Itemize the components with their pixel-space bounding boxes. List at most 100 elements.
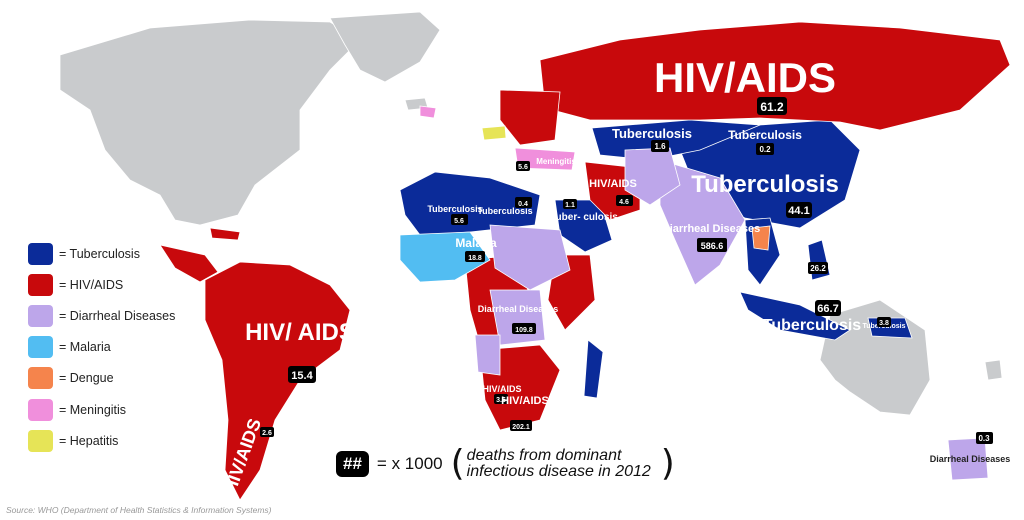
india-label: Diarrheal Diseases	[662, 223, 760, 235]
south-africa-value-box	[510, 420, 532, 431]
meningitis-small-region	[419, 105, 437, 119]
philippines-value-box	[808, 262, 828, 274]
malaria-regions	[399, 231, 491, 283]
pacific-island-region	[947, 437, 989, 481]
russia-value-box	[757, 97, 787, 115]
horn-value: 1.1	[565, 202, 575, 209]
russia-value: 61.2	[760, 100, 784, 114]
diarrheal-regions	[474, 147, 989, 481]
dengue-region	[751, 225, 771, 251]
legend-label: = Meningitis	[59, 402, 127, 417]
congo-label: Diarrheal Diseases	[478, 304, 559, 314]
legend-swatch	[28, 304, 53, 327]
congo-value: 109.8	[515, 327, 533, 334]
mongolia-value-box	[756, 143, 774, 155]
legend-label: = Diarrheal Diseases	[59, 308, 176, 323]
mali-value-box	[465, 251, 485, 262]
legend-swatch	[28, 398, 53, 421]
key-multiplier: = x 1000	[376, 454, 443, 473]
sahel-region	[489, 224, 571, 291]
tuberculosis-regions	[242, 119, 913, 399]
legend-item: = Dengue	[28, 363, 228, 394]
legend-swatch	[28, 336, 53, 359]
russia-label: HIV/AIDS	[654, 54, 836, 101]
south-america-region	[204, 261, 351, 501]
south-africa-value: 202.1	[512, 424, 530, 431]
south-asia-region	[659, 159, 746, 286]
algeria-value: 5.6	[454, 218, 464, 225]
central-america-region	[159, 244, 219, 283]
brazil-label: HIV/ AIDS	[245, 319, 355, 346]
mali-label: Malaria	[455, 236, 497, 250]
legend: = Tuberculosis = HIV/AIDS = Diarrheal Dise…	[28, 238, 228, 456]
meningitis-value-box	[516, 161, 530, 171]
philippines-value: 26.2	[810, 264, 826, 273]
meningitis-label: Meningitis	[536, 157, 576, 166]
central-asia-value: 1.6	[654, 142, 666, 151]
indonesia-region	[739, 291, 851, 341]
mongolia-label: Tuberculosis	[728, 128, 802, 142]
legend-swatch	[28, 242, 53, 265]
legend-label: = Malaria	[59, 340, 111, 355]
legend-swatch	[28, 367, 53, 390]
central-asia-value-box	[651, 140, 669, 152]
libya-value-box	[515, 197, 532, 208]
angola-value: 3.6	[496, 397, 506, 404]
antarctic-island	[984, 359, 1003, 381]
north-america-land	[59, 19, 361, 226]
mongolia-value: 0.2	[759, 145, 771, 154]
pacific-value-box	[976, 432, 993, 444]
libya-value: 0.4	[518, 201, 528, 208]
greenland-land	[329, 11, 441, 83]
legend-label: = Tuberculosis	[59, 246, 140, 261]
legend-item: = Malaria	[28, 332, 228, 363]
key-open-paren: (	[450, 443, 465, 484]
angola-region	[474, 334, 501, 376]
hepatitis-region	[481, 125, 507, 141]
source-note: Source: WHO (Department of Health Statis…	[6, 505, 272, 515]
brazil-value: 15.4	[291, 370, 313, 382]
papua-value-box	[877, 317, 891, 327]
papua-value: 3.8	[879, 320, 889, 327]
middle-east-value: 4.6	[619, 199, 629, 206]
argentina-value-box	[260, 427, 274, 437]
legend-item: = HIV/AIDS	[28, 269, 228, 300]
madagascar-region	[583, 339, 604, 399]
key-note: deaths from dominant infectious disease …	[466, 447, 651, 480]
india-value-box	[697, 238, 727, 252]
legend-swatch	[28, 273, 53, 296]
horn-value-box	[563, 199, 577, 209]
algeria-label: Tuberculosis	[427, 204, 482, 214]
legend-swatch	[28, 429, 53, 452]
middle-east-label: HIV/AIDS	[589, 178, 637, 190]
congo-value-box	[512, 323, 536, 334]
algeria-value-box	[451, 214, 468, 225]
north-africa-region	[399, 171, 541, 236]
libya-label: Tuberculosis	[477, 206, 532, 216]
pacific-value: 0.3	[978, 434, 990, 443]
legend-label: = HIV/AIDS	[59, 277, 124, 292]
caribbean-region	[209, 227, 241, 241]
angola-value-box	[494, 394, 508, 404]
brazil-value-box	[288, 366, 316, 383]
legend-item: = Tuberculosis	[28, 238, 228, 269]
indonesia-value-box	[815, 300, 841, 316]
west-africa-region	[399, 231, 491, 283]
horn-label: Tuber- culosis	[550, 212, 618, 223]
key-close-paren: )	[660, 443, 675, 484]
south-africa-label: HIV/AIDS	[501, 395, 549, 407]
china-value-box	[786, 202, 812, 218]
indonesia-value: 66.7	[817, 303, 838, 315]
key-symbol: ##	[336, 451, 369, 477]
philippines-label: Tuberculosis	[796, 233, 839, 240]
indonesia-label: Tuberculosis	[763, 317, 861, 334]
legend-item: = Hepatitis	[28, 425, 228, 456]
middle-east-value-box	[616, 195, 633, 206]
angola-label: HIV/AIDS	[482, 384, 521, 394]
hiv-aids-regions	[159, 21, 1011, 501]
meningitis-value: 5.6	[518, 164, 528, 171]
eastern-europe-region	[499, 89, 561, 146]
legend-label: = Dengue	[59, 371, 114, 386]
china-value: 44.1	[788, 205, 809, 217]
